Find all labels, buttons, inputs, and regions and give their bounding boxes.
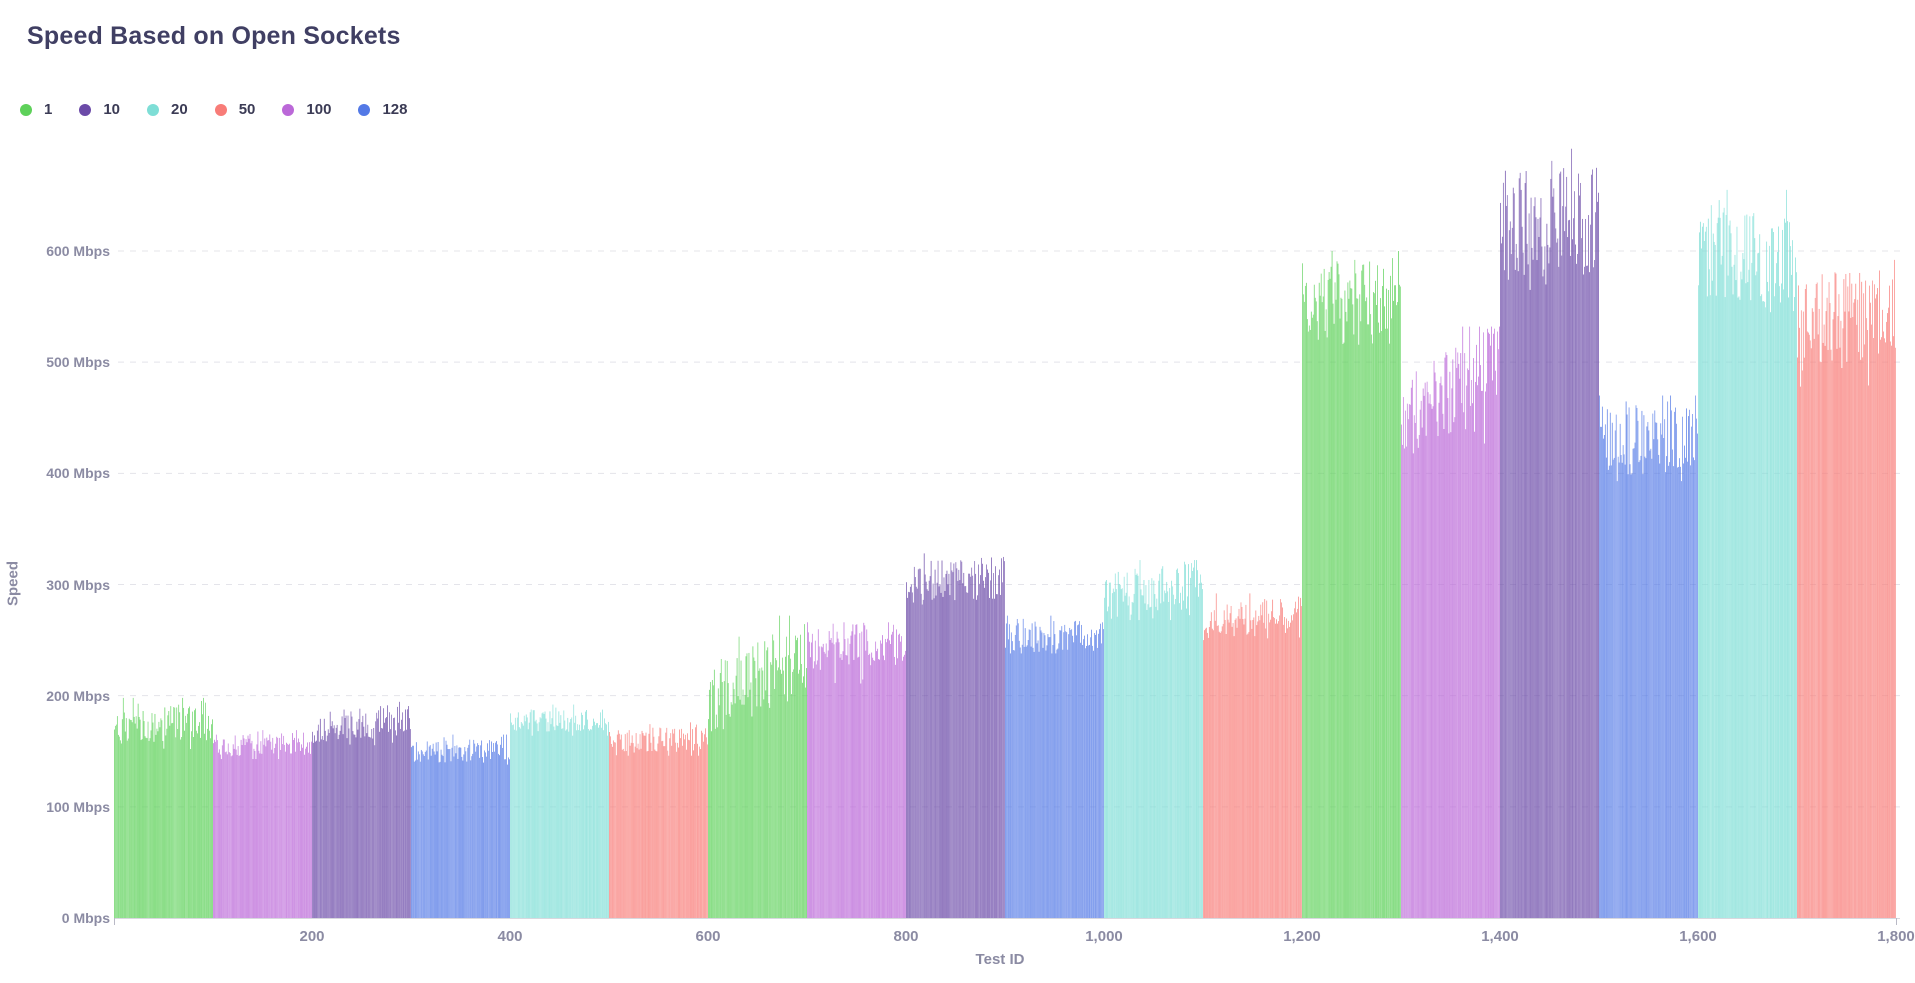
legend-label: 100 <box>306 101 332 118</box>
x-tick-label: 1,400 <box>1481 928 1519 945</box>
x-tick-label: 1,800 <box>1877 928 1915 945</box>
legend-dot-icon <box>20 103 32 116</box>
x-tick-label: 800 <box>893 928 919 945</box>
chart-legend: 1 10 20 50 100 128 <box>20 101 407 118</box>
legend-label: 10 <box>103 101 121 118</box>
bars-sockets-10-group-14[interactable] <box>1500 148 1599 919</box>
legend-item-20[interactable]: 20 <box>147 101 188 118</box>
bars-sockets-10-group-2[interactable] <box>312 701 411 918</box>
y-tick-label: 500 Mbps <box>46 354 110 371</box>
bars-sockets-50-group-17[interactable] <box>1797 259 1896 919</box>
x-tick-label: 600 <box>695 928 721 945</box>
y-tick-label: 0 Mbps <box>61 910 110 926</box>
legend-dot-icon <box>358 103 371 116</box>
legend-label: 1 <box>44 101 53 118</box>
legend-label: 50 <box>238 101 256 118</box>
bars-sockets-100-group-7[interactable] <box>807 622 906 918</box>
bars-sockets-20-group-10[interactable] <box>1104 560 1203 918</box>
legend-item-50[interactable]: 50 <box>214 101 256 118</box>
x-tick-label: 1,200 <box>1283 928 1321 945</box>
bars-sockets-128-group-3[interactable] <box>411 734 510 918</box>
bars-sockets-20-group-16[interactable] <box>1698 189 1797 919</box>
legend-dot-icon <box>79 103 92 116</box>
bars-sockets-10-group-8[interactable] <box>906 553 1005 918</box>
y-tick-label: 200 Mbps <box>46 687 110 704</box>
legend-label: 128 <box>382 101 408 118</box>
x-tick-label: 1,600 <box>1679 928 1717 945</box>
bars-sockets-128-group-15[interactable] <box>1599 395 1698 918</box>
y-tick-label: 600 Mbps <box>46 243 110 259</box>
bars-sockets-1-group-12[interactable] <box>1302 251 1401 919</box>
legend-item-100[interactable]: 100 <box>282 101 331 118</box>
bars-sockets-20-group-4[interactable] <box>510 704 609 918</box>
x-tick-label: 200 <box>299 928 325 945</box>
bars-sockets-100-group-1[interactable] <box>213 730 312 918</box>
legend-item-1[interactable]: 1 <box>20 101 52 118</box>
y-tick-label: 300 Mbps <box>46 576 110 593</box>
bars-sockets-50-group-11[interactable] <box>1203 593 1302 918</box>
y-axis-title: Speed <box>4 561 22 607</box>
x-axis-title: Test ID <box>975 951 1025 968</box>
legend-label: 20 <box>171 101 188 118</box>
legend-item-10[interactable]: 10 <box>79 101 120 118</box>
legend-dot-icon <box>147 103 160 116</box>
y-tick-label: 400 Mbps <box>46 465 110 482</box>
x-tick-label: 1,000 <box>1085 928 1123 945</box>
x-tick-label: 400 <box>497 928 523 945</box>
legend-item-128[interactable]: 128 <box>358 101 407 118</box>
legend-dot-icon <box>214 103 227 116</box>
bars-sockets-1-group-6[interactable] <box>708 615 807 918</box>
bars-sockets-1-group-0[interactable] <box>114 697 213 918</box>
bars-sockets-100-group-13[interactable] <box>1401 326 1500 919</box>
bars-sockets-128-group-9[interactable] <box>1005 615 1104 918</box>
chart-title: Speed Based on Open Sockets <box>27 22 401 50</box>
legend-dot-icon <box>282 103 295 116</box>
bars-sockets-50-group-5[interactable] <box>609 722 708 918</box>
y-tick-label: 100 Mbps <box>46 798 110 815</box>
